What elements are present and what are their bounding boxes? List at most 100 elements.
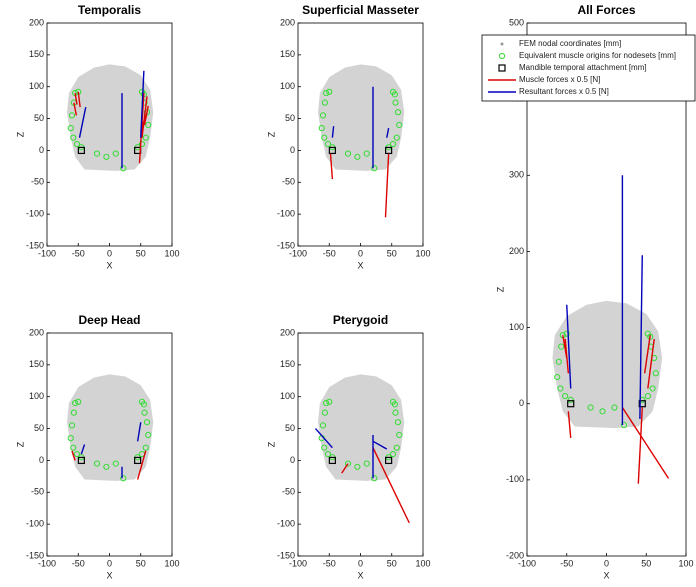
y-tick-label: 200 [29,327,44,337]
x-tick-label: 100 [415,558,430,568]
origin-point [567,396,574,404]
x-tick-label: 100 [164,248,179,258]
y-tick-label: -50 [31,487,44,497]
origin-point [93,150,101,157]
origin-point [321,409,328,416]
origin-point [371,475,378,482]
x-axis-label: X [357,570,363,580]
origin-point [363,460,370,467]
y-axis-label: Z [15,441,25,447]
y-tick-label: 50 [34,423,44,433]
origin-point [555,358,562,365]
origin-point [138,140,146,148]
chart-title: Superficial Masseter [302,3,419,17]
x-tick-label: 100 [164,558,179,568]
origin-point [620,421,628,429]
attachment-point [77,456,85,465]
origin-point [394,109,402,116]
force-vector [80,422,142,479]
origin-point [558,343,565,350]
chart-title: All Forces [577,3,635,17]
origin-point [68,422,76,429]
origin-point [391,91,398,98]
force-vector [78,70,145,169]
y-tick-label: -50 [31,177,44,187]
legend-box [481,34,696,102]
origin-point [145,431,152,439]
y-tick-label: 50 [285,113,295,123]
origin-point [344,150,352,157]
x-axis-label: X [357,260,363,270]
origin-point [389,140,397,148]
x-tick-label: -100 [38,248,56,258]
origin-point [103,153,110,160]
chart-title: Deep Head [78,313,140,327]
y-axis-label: Z [266,441,276,447]
x-tick-label: 0 [107,558,112,568]
origin-point [391,401,398,408]
origin-point [70,444,77,451]
attachment-point [134,456,142,465]
fem-region [552,300,663,429]
x-tick-label: -100 [518,558,536,568]
origin-point [394,419,402,426]
legend-label: FEM nodal coordinates [mm] [519,39,621,48]
y-tick-label: 0 [290,145,295,155]
x-tick-label: 100 [678,558,693,568]
x-tick-label: -50 [560,558,573,568]
y-tick-label: 100 [509,322,524,332]
y-tick-label: 150 [29,49,44,59]
y-tick-label: -150 [26,550,44,560]
panel: -100 -50 0 50 100-150-100-50050100150200Deep… [15,313,179,580]
origin-point [68,112,76,119]
origin-point [396,431,403,439]
chart-title: Pterygoid [333,313,388,327]
y-axis-label: Z [266,131,276,137]
origin-point [354,463,361,470]
y-tick-label: 0 [39,455,44,465]
origin-point [321,99,328,106]
origin-point [120,475,127,482]
fem-region [67,374,154,481]
panel: -100-50050100-200-1000100200300400500All… [495,3,693,580]
legend-label: Muscle forces x 0.5 [N] [519,75,600,84]
origin-point [75,398,82,405]
force-vector [566,175,643,426]
x-tick-label: 50 [136,558,146,568]
x-tick-label: -100 [38,558,56,568]
y-tick-label: 100 [280,81,295,91]
force-vector [562,335,670,484]
legend: FEM nodal coordinates [mm] Equivalent mus… [481,34,696,102]
y-tick-label: -150 [277,550,295,560]
attachment-point [328,146,336,155]
force-vector [329,153,390,218]
y-tick-label: -50 [282,487,295,497]
y-tick-label: -100 [506,474,524,484]
plot-area [527,23,686,556]
panel: -100 -50 0 50 100-150-100-50050100150200Temp… [15,3,179,270]
origin-point [73,450,81,458]
y-tick-label: -150 [277,240,295,250]
origin-point [321,134,328,141]
y-tick-label: 500 [509,17,524,27]
origin-point [392,99,399,106]
force-vector [314,428,388,479]
origin-point [70,409,77,416]
origin-point [323,89,330,97]
x-tick-label: 0 [358,558,363,568]
panel: -100 -50 0 50 100-150-100-50050100150200Pter… [266,313,430,580]
y-tick-label: 200 [29,17,44,27]
x-tick-label: 100 [415,248,430,258]
origin-point [393,134,400,141]
y-tick-label: -100 [277,519,295,529]
x-axis-label: X [603,570,609,580]
origin-point [72,399,79,407]
origin-point [326,398,333,405]
origin-point [73,140,81,148]
y-tick-label: -100 [26,519,44,529]
legend-swatch [498,52,506,60]
y-tick-label: 200 [280,17,295,27]
origin-point [319,422,327,429]
